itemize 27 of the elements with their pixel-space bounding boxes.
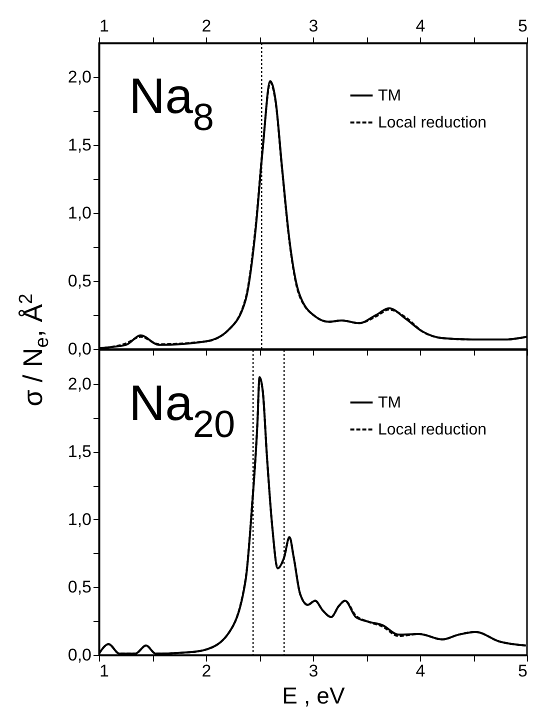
y-tick-label: 2,0 — [68, 68, 92, 86]
x-axis-title: E , eV — [282, 682, 346, 708]
x2-tick-label: 3 — [308, 16, 318, 36]
y-tick-label: 1,5 — [68, 442, 92, 462]
y-tick-label: 0,0 — [68, 646, 92, 664]
y-tick-label: 0,0 — [68, 340, 92, 358]
x2-tick-label: 2 — [202, 16, 212, 36]
x-tick-label: 2 — [202, 662, 212, 680]
y-tick-label: 1,0 — [68, 204, 92, 222]
annotation: Na$_{8}$ — [129, 68, 214, 140]
y-tick-label: 2,0 — [68, 374, 92, 394]
x2-tick-label: 1 — [100, 16, 109, 36]
y-tick-label: 1,0 — [68, 510, 92, 529]
x-tick-label: 3 — [308, 662, 318, 680]
x2-tick-label: 5 — [518, 16, 528, 36]
x2-tick-label: 4 — [416, 16, 426, 36]
annotation: Na$_{20}$ — [129, 375, 236, 446]
y-tick-label: 0,5 — [68, 578, 92, 597]
x-tick-label: 4 — [416, 662, 426, 680]
y-tick-label: 1,5 — [68, 136, 92, 154]
x-tick-label: 5 — [518, 662, 528, 680]
legend-label: TM — [378, 88, 402, 104]
y-tick-label: 0,5 — [68, 272, 92, 290]
x-tick-label: 1 — [100, 662, 109, 680]
legend-label: TM — [378, 394, 402, 412]
legend-label: Local reduction — [378, 114, 487, 132]
legend-label: Local reduction — [378, 422, 487, 438]
